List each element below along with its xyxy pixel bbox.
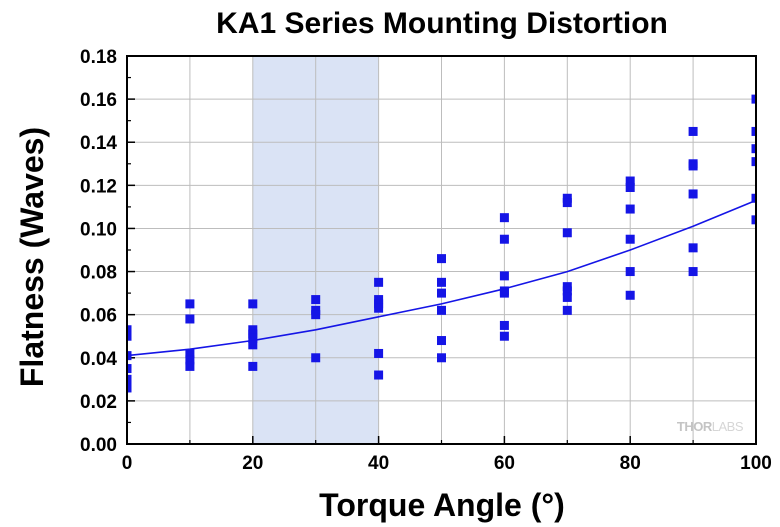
data-point [688,126,698,136]
y-tick-label: 0.08 [80,263,117,284]
data-point [374,277,384,287]
data-point [311,310,321,320]
data-point [751,157,756,167]
plot-frame [126,55,757,445]
y-tick-labels: 0.00 0.02 0.04 0.06 0.08 0.10 0.12 0.14 0.16 0.18 [80,47,117,456]
data-point [185,361,195,371]
data-point [374,370,384,380]
grid [127,56,756,444]
data-point [127,383,132,393]
data-point [562,292,572,302]
x-tick-label: 100 [740,453,772,474]
x-tick-labels: 0 20 40 60 80 100 [122,453,772,474]
data-point [688,161,698,171]
y-tick-label: 0.10 [80,219,117,240]
y-axis-label: Flatness (Waves) [14,127,50,387]
y-tick-label: 0.16 [80,90,117,111]
data-point [688,189,698,199]
data-point [437,305,446,315]
x-tick-label: 80 [620,453,641,474]
data-point [311,353,321,363]
data-point [185,348,195,358]
data-point [127,374,132,384]
data-point [374,303,384,313]
data-point [437,288,446,298]
data-point [248,333,258,343]
data-point [437,277,446,287]
y-tick-label: 0.14 [80,133,117,154]
data-point [127,325,132,335]
data-point [688,267,698,277]
y-tick-label: 0.00 [80,435,117,456]
y-tick-label: 0.06 [80,306,117,327]
data-point [562,305,572,315]
data-points [127,94,756,393]
data-point [499,288,509,298]
y-tick-label: 0.04 [80,349,117,370]
data-point [625,182,635,192]
data-point [437,336,446,346]
data-point [562,198,572,208]
data-point [625,290,635,300]
data-point [625,267,635,277]
data-point [185,314,195,324]
thorlabs-watermark: THORLABS [677,419,744,434]
trend-line [126,199,757,357]
data-point [437,353,446,363]
data-point [248,299,258,309]
data-point [248,361,258,371]
data-point [751,193,756,203]
data-point [751,126,756,136]
data-point [751,94,756,104]
data-point [127,331,132,341]
watermark-light: LABS [712,419,744,434]
data-point [185,355,195,365]
x-tick-label: 20 [242,453,263,474]
y-tick-label: 0.12 [80,176,117,197]
data-point [437,254,446,264]
data-point [751,144,756,154]
data-point [499,213,509,223]
data-point [625,204,635,214]
data-point [248,340,258,350]
data-point [562,286,572,296]
y-tick-label: 0.02 [80,392,117,413]
data-point [751,215,756,225]
data-point [688,243,698,253]
x-tick-label: 40 [368,453,389,474]
chart-title: KA1 Series Mounting Distortion [216,7,668,40]
watermark-bold: THOR [677,419,713,434]
data-point [625,234,635,244]
data-point [499,271,509,281]
data-point [562,228,572,238]
data-point [127,351,132,361]
data-point [499,331,509,341]
data-point [185,299,195,309]
data-point [625,176,635,186]
x-tick-label: 0 [122,453,133,474]
data-point [499,234,509,244]
x-tick-label: 60 [494,453,515,474]
data-point [127,364,132,374]
x-axis-label: Torque Angle (°) [319,487,565,523]
data-point [499,320,509,330]
data-point [374,348,384,358]
data-point [311,295,321,305]
y-tick-label: 0.18 [80,47,117,68]
